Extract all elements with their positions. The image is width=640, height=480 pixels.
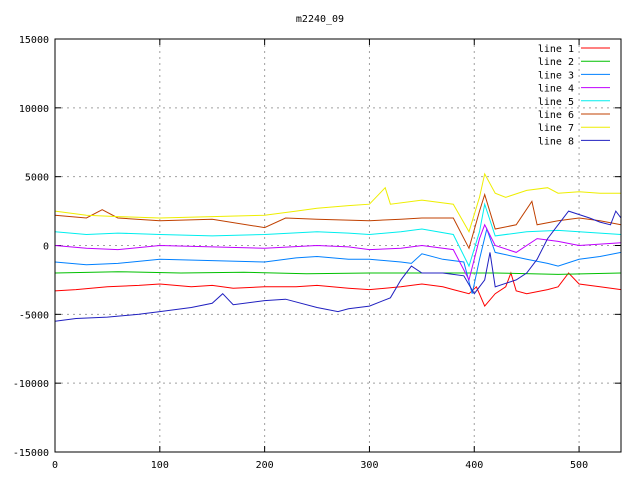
plot-border	[54, 38, 622, 453]
y-tick-label: 10000	[19, 104, 49, 115]
chart-title: m2240_09	[296, 14, 344, 25]
series-line-5	[54, 202, 622, 268]
x-tick-label: 0	[52, 460, 58, 471]
series-line-1	[54, 271, 622, 308]
grid	[55, 39, 621, 452]
x-tick-label: 500	[570, 460, 588, 471]
y-tick-label: -10000	[13, 379, 49, 390]
x-tick-label: 400	[465, 460, 483, 471]
legend-label: line 8	[538, 136, 574, 147]
y-tick-label: 15000	[19, 35, 49, 46]
x-tick-label: 200	[256, 460, 274, 471]
series-line-3	[54, 227, 622, 294]
series-line-2	[54, 271, 622, 275]
legend-label: line 3	[538, 70, 574, 81]
legend-label: line 1	[538, 44, 574, 55]
series-line-8	[54, 210, 622, 322]
series-lines	[54, 172, 622, 322]
x-tick-label: 100	[151, 460, 169, 471]
legend-label: line 5	[538, 97, 574, 108]
legend-label: line 7	[538, 123, 574, 134]
legend-label: line 4	[538, 84, 574, 95]
x-tick-label: 300	[360, 460, 378, 471]
y-tick-label: -5000	[19, 310, 49, 321]
y-tick-label: 0	[43, 242, 49, 253]
y-tick-label: -15000	[13, 448, 49, 459]
series-line-7	[54, 172, 621, 233]
legend-label: line 2	[538, 57, 574, 68]
series-line-4	[54, 223, 622, 282]
axis-ticks: 0 100 200 300 400 500 -15000 -10000 -5000 0 5000 10…	[13, 35, 621, 471]
series-line-6	[54, 192, 622, 250]
legend-label: line 6	[538, 110, 574, 121]
y-tick-label: 5000	[25, 173, 49, 184]
legend: line 1 line 2 line 3 line 4 line 5 line 6 line…	[538, 44, 610, 147]
